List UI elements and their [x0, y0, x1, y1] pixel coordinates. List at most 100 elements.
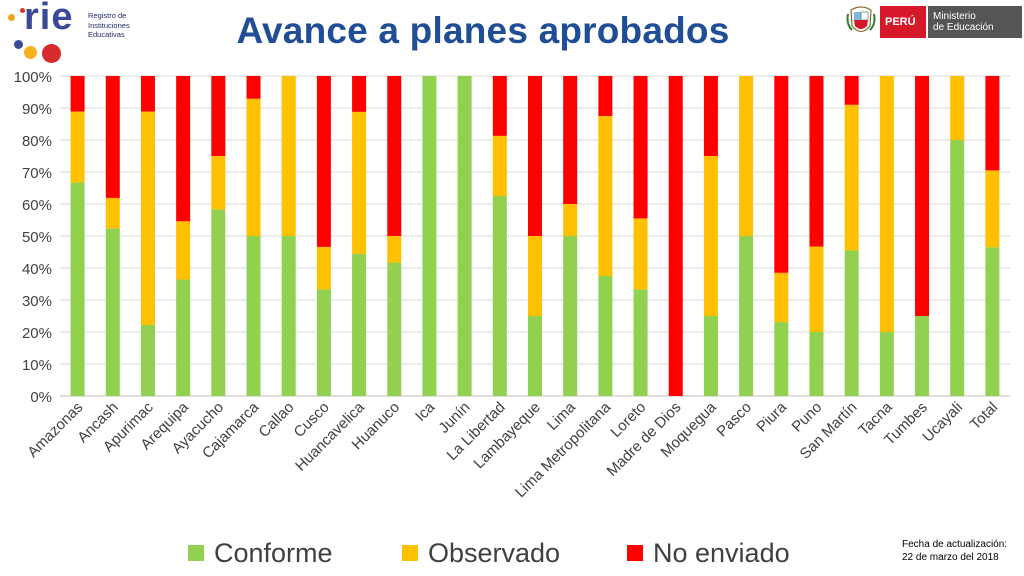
legend-item-conforme: Conforme — [188, 536, 333, 570]
bar-segment-conforme — [528, 316, 542, 396]
bar-segment-no-enviado — [703, 76, 718, 156]
bar-segment-no-enviado — [633, 76, 648, 219]
y-tick-label: 80% — [22, 133, 52, 150]
ministry-line-2: de Educación — [933, 22, 994, 33]
legend-label-observado: Observado — [428, 537, 561, 568]
logo-dot-red-small — [20, 8, 25, 13]
ministry-label: Ministerio de Educación — [928, 6, 1022, 38]
x-tick-label: Ucayali — [919, 399, 966, 446]
bar-segment-no-enviado — [70, 76, 85, 112]
rie-subtitle-line-2: Instituciones — [88, 20, 130, 30]
bar-segment-observado — [774, 272, 789, 323]
bar-segment-no-enviado — [140, 76, 155, 112]
bar-segment-conforme — [457, 76, 472, 396]
page-title: Avance a planes aprobados — [236, 10, 730, 51]
rie-logo-subtitle: Registro de Instituciones Educativas — [88, 11, 148, 40]
bar-segment-conforme — [809, 332, 824, 396]
bar-segment-no-enviado — [844, 76, 859, 105]
update-date: 22 de marzo del 2018 — [902, 552, 999, 563]
bar-segment-observado — [211, 156, 226, 210]
bar-segment-no-enviado — [211, 76, 226, 156]
bar-segment-observado — [598, 116, 613, 276]
logo-dot-orange — [8, 14, 15, 21]
bar-segment-observado — [985, 170, 1000, 248]
bar-segment-no-enviado — [387, 76, 402, 236]
bar-segment-observado — [316, 246, 331, 290]
bar-segment-conforme — [844, 250, 859, 396]
bar-segment-observado — [703, 156, 718, 316]
y-tick-label: 20% — [22, 325, 52, 342]
bar-segment-conforme — [352, 253, 367, 396]
rie-subtitle-line-1: Registro de — [88, 11, 127, 20]
legend-label-conforme: Conforme — [214, 537, 333, 568]
x-tick-label: Amazonas — [24, 399, 86, 461]
logo-dot-red — [42, 44, 61, 63]
x-tick-label: Piura — [753, 398, 790, 435]
update-note: Fecha de actualización: 22 de marzo del … — [902, 538, 1007, 564]
bar-segment-observado — [563, 204, 578, 236]
bar-segment-no-enviado — [668, 76, 683, 396]
bar-segment-conforme — [879, 332, 894, 396]
y-tick-label: 90% — [22, 101, 52, 118]
y-tick-label: 50% — [22, 229, 52, 246]
bar-segment-conforme — [422, 76, 437, 396]
bar-segment-observado — [70, 111, 85, 183]
bar-segment-observado — [844, 104, 859, 251]
x-tick-label: Callao — [255, 399, 297, 441]
x-tick-label: Total — [967, 399, 1001, 433]
y-tick-label: 60% — [22, 197, 52, 214]
bar-segment-conforme — [950, 140, 965, 396]
bar-segment-conforme — [633, 289, 648, 396]
logo-dot-blue — [14, 40, 23, 49]
legend-swatch-no-enviado — [627, 545, 643, 561]
bar-segment-conforme — [176, 279, 191, 396]
bar-segment-no-enviado — [176, 76, 191, 222]
bar-segment-no-enviado — [246, 76, 261, 99]
bar-segment-conforme — [105, 228, 120, 396]
bar-segment-no-enviado — [528, 76, 542, 236]
bar-segment-observado — [633, 218, 648, 290]
bar-segment-conforme — [985, 247, 1000, 396]
bar-segment-observado — [492, 135, 507, 196]
bar-segment-no-enviado — [563, 76, 578, 204]
bar-segment-no-enviado — [985, 76, 1000, 171]
rie-logo: rie Registro de Instituciones Educativas — [4, 0, 144, 64]
bar-segment-no-enviado — [598, 76, 613, 116]
bar-segment-no-enviado — [809, 76, 824, 247]
x-tick-label: Pasco — [713, 399, 755, 441]
bar-segment-conforme — [211, 209, 226, 396]
bar-segment-conforme — [387, 262, 402, 396]
bar-segment-observado — [140, 111, 155, 325]
bar-segment-no-enviado — [316, 76, 331, 247]
bar-segment-conforme — [246, 236, 261, 396]
rie-subtitle-line-3: Educativas — [88, 30, 125, 39]
bar-segment-conforme — [140, 324, 155, 396]
legend-swatch-conforme — [188, 545, 204, 561]
bar-segment-conforme — [774, 322, 789, 396]
bar-segment-conforme — [598, 276, 613, 396]
update-label: Fecha de actualización: — [902, 539, 1008, 550]
bar-segment-observado — [281, 76, 296, 236]
peru-label: PERÚ — [880, 6, 926, 38]
bar-segment-conforme — [492, 196, 507, 396]
bar-segment-observado — [246, 98, 261, 236]
y-tick-label: 40% — [22, 261, 52, 278]
ministry-line-1: Ministerio — [933, 11, 976, 22]
bar-segment-no-enviado — [352, 76, 367, 112]
bar-segment-no-enviado — [105, 76, 120, 198]
bar-segment-no-enviado — [774, 76, 789, 273]
minedu-logo: PERÚ Ministerio de Educación — [846, 4, 1022, 40]
bar-segment-conforme — [316, 289, 331, 396]
bar-segment-no-enviado — [915, 76, 930, 316]
y-tick-label: 10% — [22, 357, 52, 374]
bar-segment-conforme — [915, 316, 930, 396]
y-tick-label: 100% — [14, 69, 52, 86]
y-tick-label: 0% — [30, 389, 52, 406]
y-tick-label: 70% — [22, 165, 52, 182]
bar-segment-observado — [387, 236, 402, 263]
bar-segment-observado — [950, 76, 965, 140]
bar-segment-observado — [105, 197, 120, 229]
bar-segment-conforme — [739, 236, 754, 396]
logo-dot-yellow — [24, 46, 37, 59]
legend-item-no-enviado: No enviado — [627, 536, 790, 570]
